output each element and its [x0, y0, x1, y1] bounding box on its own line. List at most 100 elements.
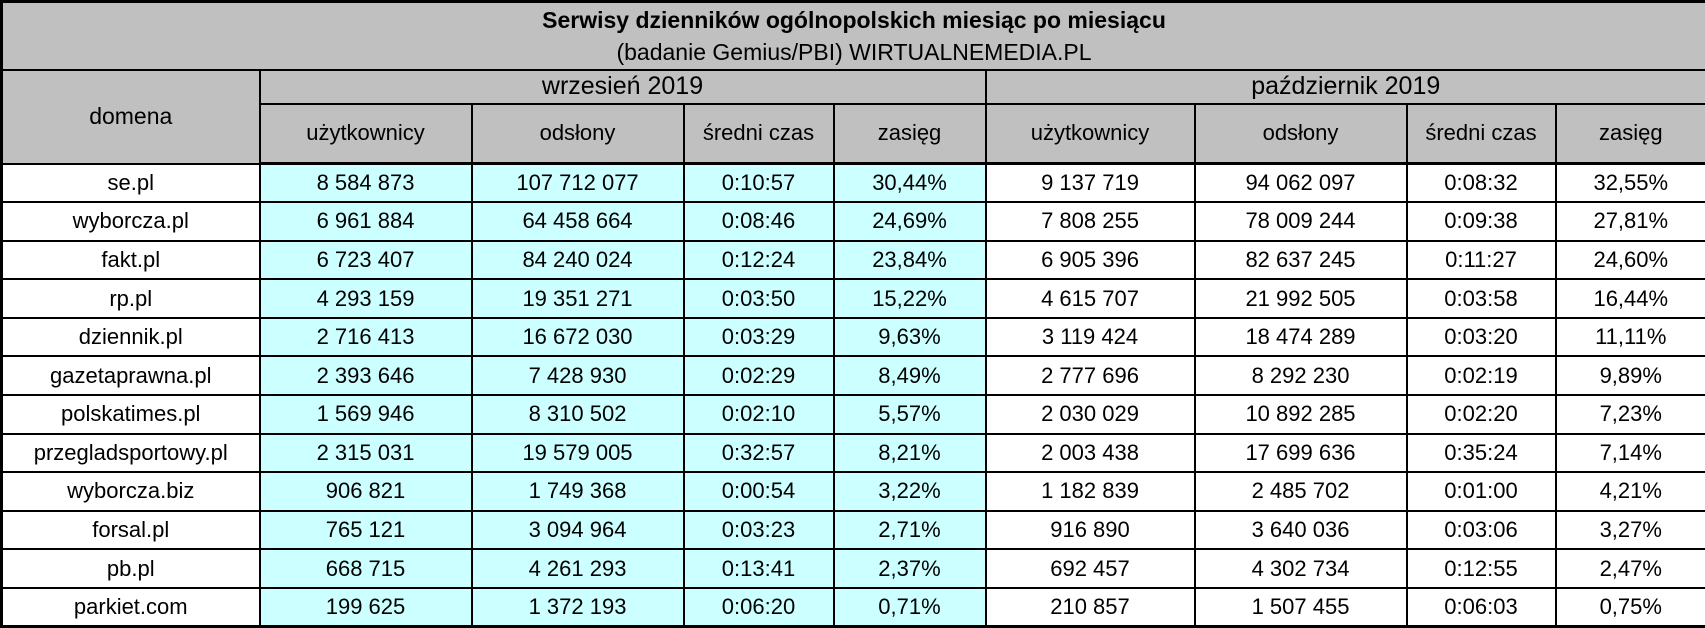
september-reach-cell: 15,22%	[832, 278, 987, 319]
column-header-october-avgtime: średni czas	[1405, 102, 1557, 165]
october-pageviews-cell: 8 292 230	[1193, 355, 1408, 396]
september-users-cell: 4 293 159	[258, 278, 473, 319]
october-users-cell: 1 182 839	[984, 471, 1196, 512]
september-avgtime-cell: 0:03:23	[682, 509, 835, 551]
domain-cell: rp.pl	[0, 278, 261, 319]
september-avgtime-cell: 0:32:57	[682, 432, 835, 474]
october-avgtime-cell: 0:35:24	[1405, 432, 1557, 474]
october-reach-cell: 16,44%	[1554, 278, 1705, 319]
september-reach-cell: 23,84%	[832, 239, 987, 281]
september-users-cell: 1 569 946	[258, 393, 473, 435]
september-users-cell: 2 393 646	[258, 355, 473, 396]
october-users-cell: 2 030 029	[984, 393, 1196, 435]
group-header-october: październik 2019	[984, 68, 1705, 105]
table-row: wyborcza.biz 906 821 1 749 368 0:00:54 3,22%…	[0, 471, 1705, 512]
october-avgtime-cell: 0:06:03	[1405, 586, 1557, 628]
october-avgtime-cell: 0:11:27	[1405, 239, 1557, 281]
group-header-row: domena wrzesień 2019 październik 2019	[0, 68, 1705, 165]
table-body: se.pl 8 584 873 107 712 077 0:10:57 30,44% 9 …	[0, 162, 1705, 628]
september-avgtime-cell: 0:02:10	[682, 393, 835, 435]
october-pageviews-cell: 2 485 702	[1193, 471, 1408, 512]
october-avgtime-cell: 0:09:38	[1405, 201, 1557, 242]
table-row: pb.pl 668 715 4 261 293 0:13:41 2,37% 692 457…	[0, 548, 1705, 589]
column-header-september-users: użytkownicy	[258, 102, 473, 165]
september-users-cell: 2 315 031	[258, 432, 473, 474]
october-users-cell: 9 137 719	[984, 162, 1196, 204]
october-pageviews-cell: 82 637 245	[1193, 239, 1408, 281]
october-avgtime-cell: 0:03:20	[1405, 316, 1557, 358]
october-pageviews-cell: 78 009 244	[1193, 201, 1408, 242]
september-reach-cell: 0,71%	[832, 586, 987, 628]
table-row: wyborcza.pl 6 961 884 64 458 664 0:08:46 24,…	[0, 201, 1705, 242]
september-pageviews-cell: 4 261 293	[470, 548, 685, 589]
title-cell: Serwisy dzienników ogólnopolskich miesią…	[0, 0, 1705, 71]
september-avgtime-cell: 0:03:50	[682, 278, 835, 319]
domain-cell: gazetaprawna.pl	[0, 355, 261, 396]
september-avgtime-cell: 0:10:57	[682, 162, 835, 204]
september-reach-cell: 9,63%	[832, 316, 987, 358]
october-avgtime-cell: 0:08:32	[1405, 162, 1557, 204]
domain-cell: polskatimes.pl	[0, 393, 261, 435]
table-title: Serwisy dzienników ogólnopolskich miesią…	[542, 6, 1166, 33]
october-reach-cell: 7,14%	[1554, 432, 1705, 474]
table-row: fakt.pl 6 723 407 84 240 024 0:12:24 23,84% 6…	[0, 239, 1705, 281]
domain-cell: wyborcza.biz	[0, 471, 261, 512]
domain-cell: forsal.pl	[0, 509, 261, 551]
september-reach-cell: 8,49%	[832, 355, 987, 396]
october-users-cell: 210 857	[984, 586, 1196, 628]
september-avgtime-cell: 0:13:41	[682, 548, 835, 589]
column-header-row: użytkownicy odsłony średni czas zasięg u…	[2, 102, 1705, 165]
september-avgtime-cell: 0:02:29	[682, 355, 835, 396]
september-reach-cell: 2,71%	[832, 509, 987, 551]
september-pageviews-cell: 1 372 193	[470, 586, 685, 628]
october-pageviews-cell: 21 992 505	[1193, 278, 1408, 319]
table-subtitle: (badanie Gemius/PBI) WIRTUALNEMEDIA.PL	[616, 38, 1092, 65]
october-reach-cell: 27,81%	[1554, 201, 1705, 242]
september-pageviews-cell: 16 672 030	[470, 316, 685, 358]
domain-cell: se.pl	[0, 162, 261, 204]
september-pageviews-cell: 7 428 930	[470, 355, 685, 396]
september-avgtime-cell: 0:06:20	[682, 586, 835, 628]
september-users-cell: 8 584 873	[258, 162, 473, 204]
september-reach-cell: 2,37%	[832, 548, 987, 589]
october-avgtime-cell: 0:12:55	[1405, 548, 1557, 589]
october-pageviews-cell: 10 892 285	[1193, 393, 1408, 435]
september-avgtime-cell: 0:12:24	[682, 239, 835, 281]
group-header-september: wrzesień 2019	[258, 68, 987, 105]
october-avgtime-cell: 0:03:06	[1405, 509, 1557, 551]
october-reach-cell: 9,89%	[1554, 355, 1705, 396]
table-row: przegladsportowy.pl 2 315 031 19 579 005 0:…	[0, 432, 1705, 474]
september-pageviews-cell: 19 351 271	[470, 278, 685, 319]
domain-cell: przegladsportowy.pl	[0, 432, 261, 474]
october-avgtime-cell: 0:02:20	[1405, 393, 1557, 435]
table-row: se.pl 8 584 873 107 712 077 0:10:57 30,44% 9 …	[0, 162, 1705, 204]
september-users-cell: 199 625	[258, 586, 473, 628]
table-row: dziennik.pl 2 716 413 16 672 030 0:03:29 9,6…	[0, 316, 1705, 358]
table-row: gazetaprawna.pl 2 393 646 7 428 930 0:02:29…	[0, 355, 1705, 396]
september-pageviews-cell: 1 749 368	[470, 471, 685, 512]
september-pageviews-cell: 3 094 964	[470, 509, 685, 551]
september-reach-cell: 30,44%	[832, 162, 987, 204]
october-reach-cell: 4,21%	[1554, 471, 1705, 512]
october-users-cell: 2 777 696	[984, 355, 1196, 396]
october-users-cell: 3 119 424	[984, 316, 1196, 358]
domain-cell: parkiet.com	[0, 586, 261, 628]
september-avgtime-cell: 0:03:29	[682, 316, 835, 358]
september-avgtime-cell: 0:08:46	[682, 201, 835, 242]
september-users-cell: 668 715	[258, 548, 473, 589]
october-pageviews-cell: 94 062 097	[1193, 162, 1408, 204]
september-pageviews-cell: 64 458 664	[470, 201, 685, 242]
october-reach-cell: 32,55%	[1554, 162, 1705, 204]
table-row: forsal.pl 765 121 3 094 964 0:03:23 2,71% 916…	[0, 509, 1705, 551]
september-avgtime-cell: 0:00:54	[682, 471, 835, 512]
october-pageviews-cell: 1 507 455	[1193, 586, 1408, 628]
table-row: polskatimes.pl 1 569 946 8 310 502 0:02:10 5…	[0, 393, 1705, 435]
column-header-september-avgtime: średni czas	[682, 102, 835, 165]
october-users-cell: 6 905 396	[984, 239, 1196, 281]
column-header-october-users: użytkownicy	[984, 102, 1196, 165]
october-users-cell: 692 457	[984, 548, 1196, 589]
september-users-cell: 765 121	[258, 509, 473, 551]
october-avgtime-cell: 0:03:58	[1405, 278, 1557, 319]
